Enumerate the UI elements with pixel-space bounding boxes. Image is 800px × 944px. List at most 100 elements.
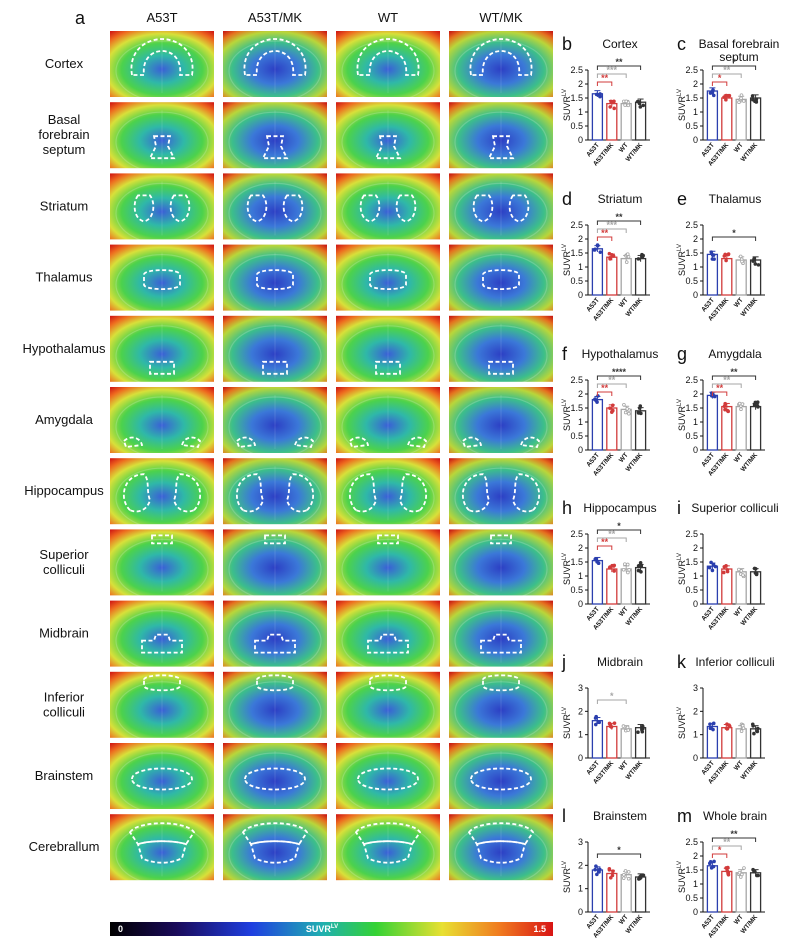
data-point: [711, 721, 716, 726]
chart-title: Hippocampus: [583, 501, 656, 515]
pet-image: [336, 244, 440, 316]
chart-panel-m: m Whole brain00.511.522.5SUVRLVA53TA53T/M…: [677, 806, 767, 940]
data-point: [722, 95, 726, 99]
data-point: [723, 407, 727, 412]
brain-outline: [228, 254, 322, 316]
brain-outline: [341, 467, 435, 529]
y-axis-label: SUVRLV: [677, 399, 687, 431]
y-tick-label: 1.5: [570, 93, 583, 103]
pet-image-background: [336, 315, 440, 382]
pet-image: [223, 743, 327, 814]
y-axis-label: SUVRLV: [677, 861, 687, 893]
brain-outline: [115, 254, 209, 316]
roi-outline: [369, 269, 407, 290]
y-tick-label: 0: [693, 599, 698, 609]
data-point: [636, 410, 641, 415]
region-label: Hippocampus: [24, 483, 104, 498]
chart-title: Midbrain: [597, 655, 643, 669]
brain-outline: [341, 254, 435, 316]
data-point: [751, 867, 755, 872]
bar: [620, 257, 632, 296]
roi-outline: [356, 38, 420, 76]
data-point: [626, 570, 630, 575]
pet-image: [223, 102, 327, 173]
y-tick-label: 2: [693, 851, 698, 861]
brain-outline: [341, 40, 435, 102]
pet-image: [223, 31, 327, 102]
panel-letter: c: [677, 34, 686, 54]
data-point: [608, 105, 613, 109]
data-point: [608, 257, 612, 261]
y-tick-label: 2.5: [570, 220, 583, 230]
data-point: [737, 401, 742, 406]
x-tick-label: WT: [618, 914, 630, 926]
significance-label: ****: [612, 367, 627, 377]
pet-image-background: [449, 315, 553, 382]
data-point: [722, 570, 726, 575]
data-point: [638, 105, 643, 109]
data-point: [637, 406, 642, 410]
roi-outline: [348, 473, 377, 513]
panel-letter: g: [677, 344, 687, 364]
y-axis-label: SUVRLV: [562, 244, 572, 276]
data-point: [624, 99, 629, 104]
pet-image: [449, 173, 553, 244]
pet-image: [336, 529, 440, 601]
region-label: forebrain: [38, 127, 89, 142]
data-point: [625, 407, 630, 411]
pet-image: [336, 31, 440, 102]
y-axis-label: SUVRLV: [677, 89, 687, 121]
significance-label: *: [610, 691, 614, 701]
roi-outline: [475, 840, 527, 864]
y-tick-label: 3: [578, 683, 583, 693]
pet-image: [223, 244, 327, 316]
pet-image-background: [336, 814, 440, 881]
data-point: [612, 563, 617, 568]
data-point: [725, 409, 730, 413]
pet-image-background: [110, 458, 214, 525]
data-point: [754, 572, 759, 577]
y-axis-label: SUVRLV: [562, 861, 572, 893]
significance-bracket: [596, 65, 642, 70]
y-tick-label: 0: [693, 907, 698, 917]
y-tick-label: 1.5: [570, 403, 583, 413]
pet-image: [449, 743, 553, 814]
data-point: [756, 263, 761, 267]
significance-label: **: [615, 212, 623, 222]
pet-image-background: [336, 743, 440, 809]
y-tick-label: 1: [693, 879, 698, 889]
x-tick-label: WT: [733, 452, 745, 464]
data-point: [725, 869, 730, 873]
panel-letter: h: [562, 498, 572, 518]
data-point: [739, 729, 744, 733]
chart-title: Whole brain: [703, 809, 767, 823]
y-tick-label: 0.5: [685, 893, 698, 903]
data-point: [610, 409, 614, 414]
data-point: [737, 100, 741, 105]
data-point: [598, 92, 602, 96]
brain-outline: [454, 823, 548, 885]
pet-image: [449, 31, 553, 102]
y-tick-label: 1.5: [570, 248, 583, 258]
panel-letter: e: [677, 189, 687, 209]
bar: [721, 257, 733, 296]
pet-image: [223, 315, 327, 387]
pet-image: [223, 814, 327, 885]
roi-outline: [249, 840, 301, 864]
pet-image-background: [223, 315, 327, 382]
significance-label: *: [617, 521, 621, 531]
significance-label: **: [615, 57, 623, 67]
bar: [591, 248, 604, 296]
data-point: [621, 567, 626, 572]
pet-image: [223, 671, 327, 743]
bar: [591, 869, 604, 913]
region-label: Striatum: [40, 198, 88, 213]
y-tick-label: 0: [693, 753, 698, 763]
brain-outline: [454, 609, 548, 672]
data-point: [639, 569, 643, 574]
data-point: [725, 726, 730, 731]
y-axis-label: SUVRLV: [677, 553, 687, 585]
